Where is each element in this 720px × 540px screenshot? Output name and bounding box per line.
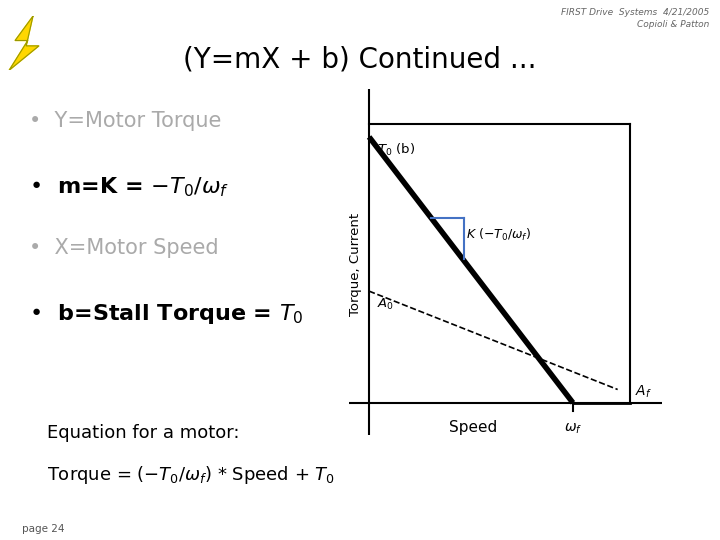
Text: Torque = $(-T_0/\omega_f)$ * Speed + $T_0$: Torque = $(-T_0/\omega_f)$ * Speed + $T_… [47, 464, 335, 487]
Text: FIRST Drive  Systems  4/21/2005
Copioli & Patton: FIRST Drive Systems 4/21/2005 Copioli & … [561, 8, 709, 29]
Text: page 24: page 24 [22, 523, 64, 534]
Text: •  b=Stall Torque = $T_0$: • b=Stall Torque = $T_0$ [29, 302, 303, 326]
Text: $K$ $(-T_0/\omega_f)$: $K$ $(-T_0/\omega_f)$ [466, 227, 531, 244]
Text: $T_0$ (b): $T_0$ (b) [377, 142, 415, 158]
Text: (Y=mX + b) Continued ...: (Y=mX + b) Continued ... [184, 46, 536, 74]
Text: $\omega_f$: $\omega_f$ [564, 421, 582, 436]
Text: Equation for a motor:: Equation for a motor: [47, 424, 239, 442]
Text: •  X=Motor Speed: • X=Motor Speed [29, 238, 218, 258]
Polygon shape [9, 16, 39, 70]
Text: Speed: Speed [449, 420, 498, 435]
Text: •  Y=Motor Torque: • Y=Motor Torque [29, 111, 221, 131]
Text: $A_0$: $A_0$ [377, 296, 394, 312]
Text: Torque, Current: Torque, Current [349, 213, 362, 316]
Text: •  $\mathbf{m}$=K = $-T_0/\omega_f$: • $\mathbf{m}$=K = $-T_0/\omega_f$ [29, 176, 229, 199]
Text: $A_f$: $A_f$ [635, 384, 652, 400]
